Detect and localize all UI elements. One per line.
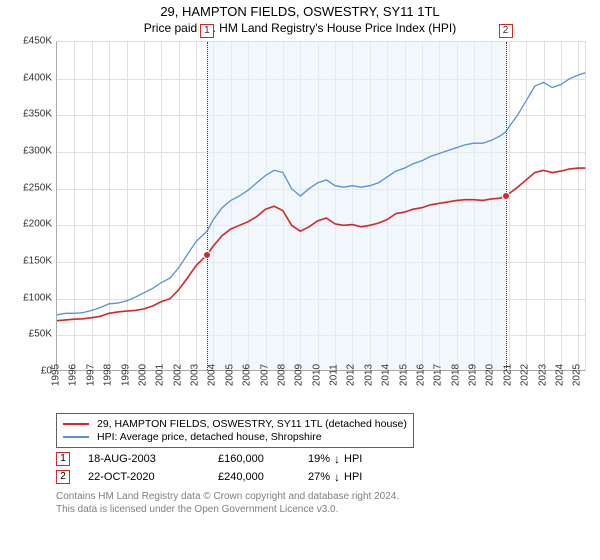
x-axis-label: 2022 — [520, 364, 531, 386]
x-axis-label: 2001 — [155, 364, 166, 386]
x-axis-label: 2018 — [450, 364, 461, 386]
vs-percent: 19% — [308, 453, 330, 465]
x-axis-label: 2009 — [294, 364, 305, 386]
transaction-price: £160,000 — [218, 453, 308, 465]
y-axis: £0£50K£100K£150K£200K£250K£300K£350K£400… — [10, 41, 56, 371]
x-axis-label: 2007 — [259, 364, 270, 386]
arrow-down-icon: ↓ — [334, 470, 340, 484]
x-axis-label: 2003 — [190, 364, 201, 386]
footnote-line: Contains HM Land Registry data © Crown c… — [56, 490, 590, 503]
x-axis: 1995199619971998199920002001200220032004… — [56, 371, 586, 411]
x-axis-label: 2013 — [363, 364, 374, 386]
chart-area: £0£50K£100K£150K£200K£250K£300K£350K£400… — [10, 41, 590, 411]
y-axis-label: £250K — [23, 182, 52, 193]
x-axis-label: 1997 — [85, 364, 96, 386]
transaction-vs-hpi: 27% ↓ HPI — [308, 470, 362, 484]
y-axis-label: £150K — [23, 256, 52, 267]
x-axis-label: 2008 — [276, 364, 287, 386]
x-axis-label: 1996 — [68, 364, 79, 386]
x-axis-label: 2010 — [311, 364, 322, 386]
x-axis-label: 2005 — [224, 364, 235, 386]
x-axis-label: 2025 — [572, 364, 583, 386]
y-axis-label: £400K — [23, 72, 52, 83]
y-axis-label: £50K — [29, 329, 52, 340]
vs-label: HPI — [344, 453, 362, 465]
x-axis-label: 2006 — [242, 364, 253, 386]
transaction-callout: 2 — [56, 470, 70, 484]
y-axis-label: £200K — [23, 219, 52, 230]
arrow-down-icon: ↓ — [334, 452, 340, 466]
x-axis-label: 2016 — [415, 364, 426, 386]
legend-item: 29, HAMPTON FIELDS, OSWESTRY, SY11 1TL (… — [63, 418, 407, 430]
x-axis-label: 1998 — [103, 364, 114, 386]
transaction-callout: 1 — [56, 452, 70, 466]
chart-title: 29, HAMPTON FIELDS, OSWESTRY, SY11 1TL — [10, 4, 590, 19]
x-axis-label: 2000 — [137, 364, 148, 386]
series-property — [57, 168, 585, 321]
footnote-line: This data is licensed under the Open Gov… — [56, 503, 590, 516]
x-axis-label: 2014 — [381, 364, 392, 386]
x-axis-label: 2015 — [398, 364, 409, 386]
callout-label: 1 — [200, 24, 214, 38]
y-axis-label: £450K — [23, 36, 52, 47]
vs-percent: 27% — [308, 471, 330, 483]
x-axis-label: 2021 — [502, 364, 513, 386]
transaction-date: 22-OCT-2020 — [88, 471, 218, 483]
legend-label: HPI: Average price, detached house, Shro… — [97, 431, 322, 443]
transaction-vs-hpi: 19% ↓ HPI — [308, 452, 362, 466]
transaction-date: 18-AUG-2003 — [88, 453, 218, 465]
x-axis-label: 2019 — [468, 364, 479, 386]
y-axis-label: £350K — [23, 109, 52, 120]
legend-swatch — [63, 436, 89, 438]
chart-container: 29, HAMPTON FIELDS, OSWESTRY, SY11 1TL P… — [0, 0, 600, 560]
x-axis-label: 1995 — [51, 364, 62, 386]
x-axis-label: 2002 — [172, 364, 183, 386]
transaction-marker — [203, 251, 211, 259]
x-axis-label: 2011 — [329, 364, 340, 386]
x-axis-label: 2017 — [433, 364, 444, 386]
legend-label: 29, HAMPTON FIELDS, OSWESTRY, SY11 1TL (… — [97, 418, 407, 430]
x-axis-label: 2023 — [537, 364, 548, 386]
plot-area: 12 — [56, 41, 586, 371]
transaction-row: 1 18-AUG-2003£160,00019% ↓ HPI — [56, 452, 590, 466]
footnote: Contains HM Land Registry data © Crown c… — [56, 490, 590, 516]
vs-label: HPI — [344, 471, 362, 483]
x-axis-label: 2020 — [485, 364, 496, 386]
transaction-marker — [502, 192, 510, 200]
line-chart-svg — [57, 42, 587, 372]
x-axis-label: 1999 — [120, 364, 131, 386]
callout-label: 2 — [499, 24, 513, 38]
y-axis-label: £300K — [23, 146, 52, 157]
transaction-row: 2 22-OCT-2020£240,00027% ↓ HPI — [56, 470, 590, 484]
transactions-table: 1 18-AUG-2003£160,00019% ↓ HPI 2 22-OCT-2020£… — [56, 452, 590, 484]
transaction-price: £240,000 — [218, 471, 308, 483]
x-axis-label: 2024 — [554, 364, 565, 386]
legend: 29, HAMPTON FIELDS, OSWESTRY, SY11 1TL (… — [56, 413, 414, 448]
y-axis-label: £100K — [23, 292, 52, 303]
legend-swatch — [63, 423, 89, 425]
legend-item: HPI: Average price, detached house, Shro… — [63, 431, 407, 443]
x-axis-label: 2012 — [346, 364, 357, 386]
x-axis-label: 2004 — [207, 364, 218, 386]
